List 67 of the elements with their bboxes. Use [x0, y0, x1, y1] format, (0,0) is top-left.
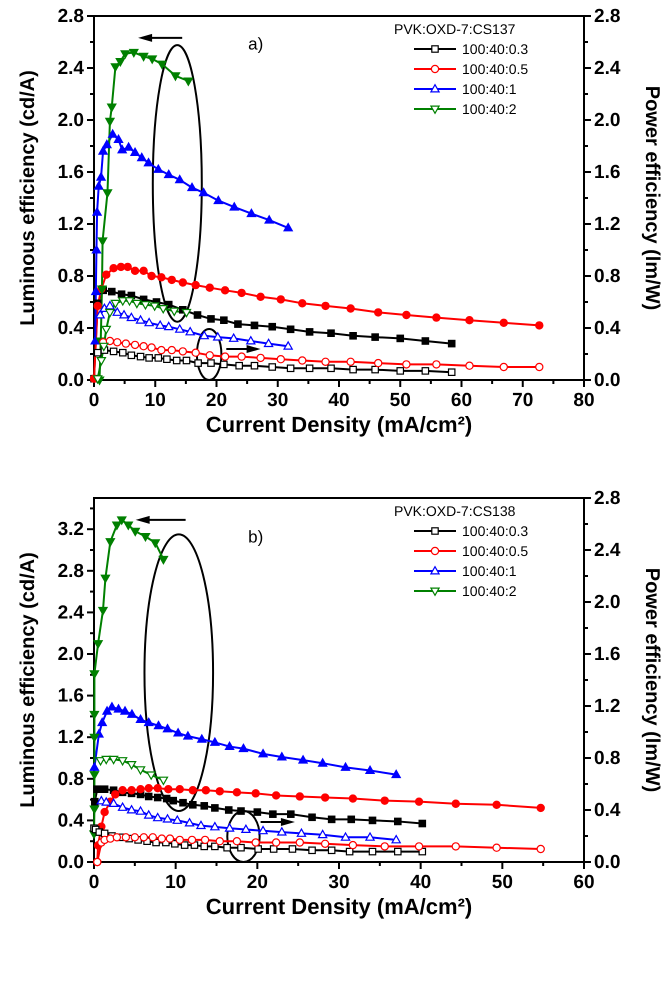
y-tick-label: 2.0	[58, 644, 84, 665]
y-tick-label: 2.0	[58, 110, 84, 131]
y2-tick-label: 2.4	[594, 540, 621, 561]
y-tick-label: 0.0	[58, 370, 84, 391]
y-tick-label: 2.4	[58, 602, 84, 624]
legend-label: 100:40:1	[462, 563, 517, 579]
x-axis-title: Current Density (mA/cm²)	[206, 894, 472, 919]
x-tick-label: 30	[328, 872, 350, 893]
y2-tick-label: 1.6	[594, 644, 620, 665]
legend-label: 100:40:0.3	[462, 523, 528, 539]
y-axis-title: Luminous efficiency (cd/A)	[17, 552, 39, 808]
y2-tick-label: 2.8	[594, 488, 620, 509]
x-tick-label: 70	[512, 390, 534, 411]
y-tick-label: 1.2	[58, 214, 84, 235]
y2-tick-label: 0.8	[594, 748, 620, 769]
y2-tick-label: 1.2	[594, 696, 620, 717]
x-tick-label: 50	[492, 872, 513, 893]
x-axis-title: Current Density (mA/cm²)	[206, 412, 472, 437]
legend-label: 100:40:0.5	[462, 61, 528, 77]
legend-label: 100:40:1	[462, 81, 517, 97]
x-tick-label: 40	[410, 872, 432, 893]
y-tick-label: 1.6	[58, 162, 84, 183]
legend-title: PVK:OXD-7:CS138	[394, 503, 516, 519]
annotation: b)	[248, 527, 264, 546]
x-tick-label: 50	[390, 390, 411, 411]
x-tick-label: 40	[328, 390, 350, 411]
x-tick-label: 60	[573, 872, 595, 893]
y-axis-title: Luminous efficiency (cd/A)	[17, 70, 39, 326]
y-tick-label: 0.4	[58, 318, 84, 339]
y-tick-label: 1.2	[58, 727, 84, 748]
y2-tick-label: 2.0	[594, 110, 620, 131]
x-tick-label: 10	[144, 390, 166, 411]
x-tick-label: 30	[267, 390, 288, 411]
y2-axis-title: Power efficiency (lm/W)	[641, 86, 663, 310]
y2-tick-label: 2.4	[594, 58, 621, 79]
x-tick-label: 20	[246, 872, 268, 893]
x-tick-label: 0	[88, 872, 100, 893]
legend-label: 100:40:0.5	[462, 543, 528, 559]
y2-tick-label: 2.8	[594, 6, 620, 27]
x-tick-label: 60	[450, 390, 472, 411]
x-tick-label: 20	[206, 390, 228, 411]
x-tick-label: 10	[165, 872, 186, 893]
y-tick-label: 3.2	[58, 519, 84, 540]
y2-tick-label: 0.0	[594, 852, 620, 873]
y2-tick-label: 0.0	[594, 370, 620, 391]
y-tick-label: 0.4	[58, 810, 84, 832]
y-tick-label: 2.4	[58, 58, 84, 79]
y-tick-label: 0.8	[58, 266, 84, 287]
legend-label: 100:40:2	[462, 101, 517, 117]
y-tick-label: 0.8	[58, 768, 84, 790]
y2-tick-label: 0.8	[594, 266, 620, 287]
y2-tick-label: 1.2	[594, 214, 620, 235]
annotation: a)	[248, 34, 264, 54]
y-tick-label: 0.0	[58, 852, 84, 873]
y2-tick-label: 0.4	[594, 800, 621, 821]
legend-label: 100:40:2	[462, 583, 517, 599]
x-tick-label: 0	[88, 390, 100, 411]
y2-tick-label: 1.6	[594, 162, 620, 183]
legend-label: 100:40:0.3	[462, 41, 528, 57]
y-tick-label: 2.8	[58, 560, 84, 582]
y-tick-label: 1.6	[58, 686, 84, 707]
x-tick-label: 80	[573, 390, 595, 411]
y2-tick-label: 2.0	[594, 592, 620, 613]
y2-tick-label: 0.4	[594, 318, 621, 339]
y-tick-label: 2.8	[58, 6, 84, 27]
y2-axis-title: Power efficiency (lm/W)	[641, 568, 663, 792]
legend-title: PVK:OXD-7:CS137	[394, 21, 516, 37]
